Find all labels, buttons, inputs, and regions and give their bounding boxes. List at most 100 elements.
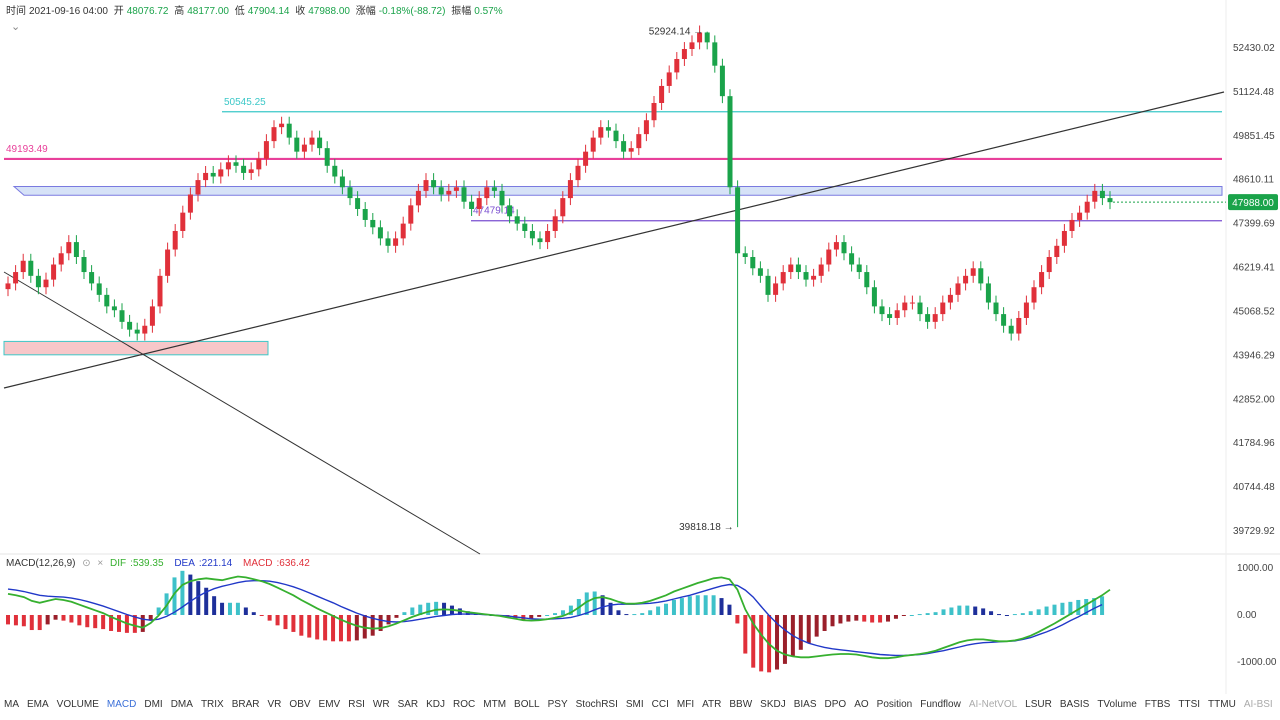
tab-cci[interactable]: CCI <box>651 698 669 710</box>
candle-body <box>469 201 475 209</box>
tab-roc[interactable]: ROC <box>453 698 476 710</box>
tab-ai-netvol[interactable]: AI-NetVOL <box>968 698 1018 710</box>
candle-body <box>970 268 976 276</box>
tab-ttmu[interactable]: TTMU <box>1208 698 1236 710</box>
macd-histogram-bar <box>354 615 359 641</box>
tab-mtm[interactable]: MTM <box>483 698 507 710</box>
tab-psy[interactable]: PSY <box>547 698 568 710</box>
candle-body <box>400 223 406 239</box>
dea-label: DEA <box>174 558 195 569</box>
tab-emv[interactable]: EMV <box>318 698 341 710</box>
tab-atr[interactable]: ATR <box>702 698 722 710</box>
macd-histogram-bar <box>148 615 153 621</box>
tab-bias[interactable]: BIAS <box>793 698 817 710</box>
macd-histogram-bar <box>53 615 58 620</box>
tab-dma[interactable]: DMA <box>170 698 193 710</box>
candle-body <box>803 272 809 280</box>
tab-dmi[interactable]: DMI <box>144 698 163 710</box>
macd-histogram-bar <box>529 615 534 619</box>
candle-body <box>453 187 459 191</box>
macd-value: 636.42 <box>279 558 310 569</box>
tab-ai-bsi[interactable]: AI-BSI <box>1243 698 1273 710</box>
settings-icon[interactable]: ⊙ <box>82 558 91 569</box>
tab-tvolume[interactable]: TVolume <box>1097 698 1137 710</box>
macd-histogram-bar <box>830 615 835 627</box>
macd-histogram-bar <box>418 604 423 615</box>
macd-histogram-bar <box>402 612 407 615</box>
chevron-down-icon[interactable]: ⌄ <box>11 21 21 33</box>
tab-mfi[interactable]: MFI <box>676 698 695 710</box>
candle-body <box>681 48 687 59</box>
tab-lsur[interactable]: LSUR <box>1025 698 1052 710</box>
candle-body <box>613 130 619 142</box>
macd-histogram-bar <box>196 581 201 615</box>
macd-histogram-bar <box>370 615 375 636</box>
macd-histogram-bar <box>553 613 558 615</box>
candle-body <box>347 187 353 199</box>
tab-wr[interactable]: WR <box>372 698 390 710</box>
y-tick-label: 41784.96 <box>1233 438 1275 449</box>
candle-body <box>993 302 999 315</box>
tab-boll[interactable]: BOLL <box>514 698 540 710</box>
macd-histogram-bar <box>1036 609 1041 615</box>
candle-body <box>575 165 581 181</box>
tab-macd[interactable]: MACD <box>106 698 137 710</box>
macd-histogram-bar <box>901 615 906 616</box>
macd-histogram-bar <box>806 615 811 644</box>
candle-body <box>294 137 300 152</box>
macd-histogram-bar <box>846 615 851 622</box>
tab-dpo[interactable]: DPO <box>824 698 847 710</box>
tab-brar[interactable]: BRAR <box>231 698 260 710</box>
tab-basis[interactable]: BASIS <box>1059 698 1090 710</box>
candle-body <box>651 102 657 121</box>
tab-ao[interactable]: AO <box>854 698 869 710</box>
tab-kdj[interactable]: KDJ <box>426 698 446 710</box>
tab-ma[interactable]: MA <box>4 698 19 710</box>
candle-body <box>894 310 900 318</box>
candle-body <box>203 172 209 181</box>
macd-histogram-bar <box>584 592 589 615</box>
candle-body <box>590 137 596 152</box>
macd-histogram-bar <box>600 595 605 615</box>
tab-ema[interactable]: EMA <box>27 698 49 710</box>
macd-histogram-bar <box>1060 602 1065 615</box>
candle-body <box>529 230 535 239</box>
macd-histogram-bar <box>616 610 621 615</box>
tab-vr[interactable]: VR <box>267 698 282 710</box>
close-icon[interactable]: × <box>97 558 104 569</box>
macd-y-tick-label: 0.00 <box>1237 610 1257 621</box>
candle-body <box>415 190 421 206</box>
tab-volume[interactable]: VOLUME <box>56 698 99 710</box>
tab-ttsi[interactable]: TTSI <box>1178 698 1201 710</box>
macd-label: MACD <box>243 558 273 569</box>
tab-obv[interactable]: OBV <box>289 698 311 710</box>
macd-histogram-bar <box>822 615 827 631</box>
macd-histogram-bar <box>782 615 787 664</box>
tab-sar[interactable]: SAR <box>397 698 419 710</box>
candle-body <box>1001 314 1007 326</box>
macd-histogram-bar <box>212 596 217 615</box>
tab-fundflow[interactable]: Fundflow <box>920 698 961 710</box>
macd-histogram-bar <box>854 615 859 621</box>
macd-histogram-bar <box>679 598 684 615</box>
amplitude-value: 0.57% <box>474 6 503 17</box>
tab-smi[interactable]: SMI <box>625 698 644 710</box>
tab-stochrsi[interactable]: StochRSI <box>575 698 618 710</box>
candle-body <box>248 169 254 173</box>
chart-canvas[interactable]: 52430.02 51124.48 49851.45 48610.11 47399.69… <box>0 0 1280 694</box>
macd-histogram-bar <box>220 602 225 615</box>
candle-body <box>431 180 437 188</box>
tab-rsi[interactable]: RSI <box>348 698 365 710</box>
candle-body <box>256 158 262 170</box>
macd-histogram-bar <box>227 602 232 615</box>
tab-position[interactable]: Position <box>876 698 913 710</box>
tab-skdj[interactable]: SKDJ <box>760 698 786 710</box>
tab-bbw[interactable]: BBW <box>729 698 753 710</box>
tab-ftbs[interactable]: FTBS <box>1144 698 1171 710</box>
candle-body <box>1016 317 1022 334</box>
macd-histogram-bar <box>426 602 431 615</box>
tab-trix[interactable]: TRIX <box>200 698 224 710</box>
candle-body <box>5 283 11 290</box>
change-value: -0.18%(-88.72) <box>378 6 446 17</box>
candle-body <box>324 148 330 166</box>
